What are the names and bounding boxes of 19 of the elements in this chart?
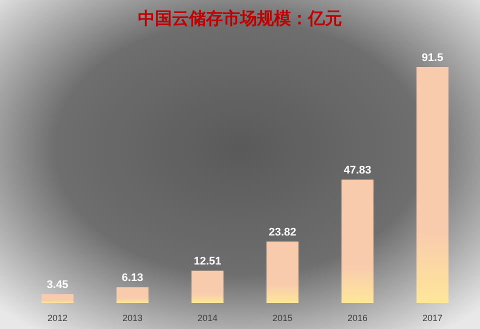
bar	[342, 180, 374, 303]
x-tick-label: 2015	[272, 313, 293, 323]
bar	[192, 270, 224, 303]
bar	[416, 67, 448, 303]
bar	[116, 287, 148, 303]
data-label: 3.45	[46, 279, 68, 292]
data-label: 6.13	[122, 272, 144, 284]
x-tick-label: 2012	[47, 313, 68, 323]
x-tick-label: 2017	[422, 313, 443, 323]
bar	[266, 242, 298, 303]
x-tick-label: 2014	[197, 313, 218, 323]
bar	[42, 294, 74, 303]
x-tick-label: 2016	[347, 313, 368, 323]
data-label: 47.83	[344, 164, 372, 177]
data-label: 12.51	[194, 256, 222, 268]
data-label: 23.82	[268, 226, 296, 239]
data-label: 91.5	[422, 52, 444, 64]
chart-title: 中国云储存市场规模：亿元	[138, 9, 342, 29]
x-tick-label: 2013	[122, 313, 143, 323]
